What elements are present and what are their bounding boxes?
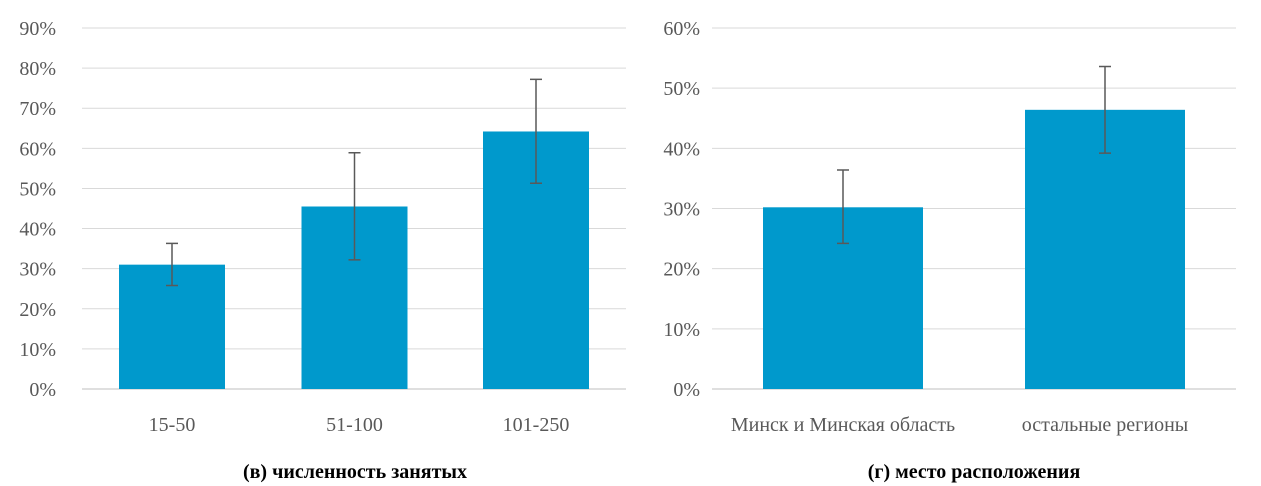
y-tick-label: 80% <box>19 58 56 80</box>
error-bar <box>1099 65 1111 154</box>
y-tick-label: 20% <box>663 259 700 281</box>
y-tick-label: 0% <box>29 379 56 401</box>
y-tick-label: 10% <box>19 339 56 361</box>
x-tick-label: 15-50 <box>149 414 196 436</box>
y-tick-label: 30% <box>19 259 56 281</box>
chart-employee-count: 0% 10% 20% 30% 40% 50% 60% 70% 80% 90% 15-50 51-100… <box>19 18 626 483</box>
y-tick-label: 40% <box>19 219 56 241</box>
y-tick-label: 10% <box>663 319 700 341</box>
y-tick-label: 50% <box>663 78 700 100</box>
chart-caption: (в) численность занятых <box>243 461 467 483</box>
chart-caption: (г) место расположения <box>868 461 1081 483</box>
y-tick-label: 60% <box>19 138 56 160</box>
y-tick-label: 90% <box>19 18 56 40</box>
y-tick-label: 20% <box>19 299 56 321</box>
y-tick-label: 0% <box>673 379 700 401</box>
error-bar <box>348 151 361 261</box>
chart-location: 0% 10% 20% 30% 40% 50% 60% Минск и Минская обла… <box>663 18 1236 483</box>
error-bar <box>166 242 178 287</box>
error-bar <box>837 169 849 245</box>
y-tick-label: 40% <box>663 138 700 160</box>
y-tick-label: 30% <box>663 199 700 221</box>
x-tick-label: 101-250 <box>503 414 570 436</box>
x-tick-label: остальные регионы <box>1022 414 1188 436</box>
x-tick-label: 51-100 <box>326 414 383 436</box>
y-tick-label: 50% <box>19 178 56 200</box>
bar <box>1025 109 1185 390</box>
x-tick-label: Минск и Минская область <box>731 414 955 436</box>
error-bar <box>530 78 542 184</box>
y-tick-label: 70% <box>19 98 56 120</box>
y-tick-label: 60% <box>663 18 700 40</box>
